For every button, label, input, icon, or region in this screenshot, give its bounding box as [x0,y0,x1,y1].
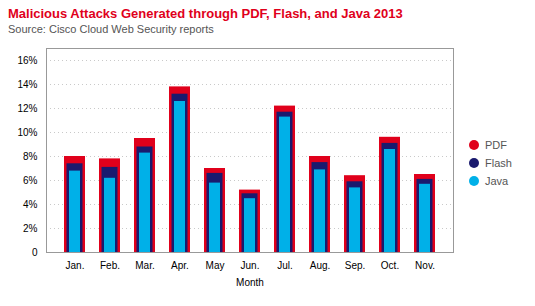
svg-text:Sep.: Sep. [345,260,366,271]
svg-text:14%: 14% [17,79,37,90]
svg-text:Feb.: Feb. [100,260,120,271]
svg-text:Nov.: Nov. [415,260,435,271]
svg-text:6%: 6% [23,175,38,186]
html-text:PDF: PDF [485,139,507,151]
svg-text:16%: 16% [17,55,37,66]
html-text:Malicious Attacks Generated th: Malicious Attacks Generated through PDF,… [8,6,403,21]
svg-text:10%: 10% [17,127,37,138]
html-text:Source: Cisco Cloud Web Securi: Source: Cisco Cloud Web Security reports [8,23,214,35]
html-text:Java: Java [485,175,509,187]
svg-text:8%: 8% [23,151,38,162]
svg-text:Jun.: Jun. [241,260,260,271]
svg-text:Apr.: Apr. [171,260,189,271]
svg-text:Oct.: Oct. [381,260,399,271]
svg-text:Aug.: Aug. [310,260,331,271]
svg-text:2%: 2% [23,223,38,234]
svg-text:Month: Month [236,277,264,288]
html-text:Flash: Flash [485,157,512,169]
svg-text:0: 0 [32,247,38,258]
svg-text:Jul.: Jul. [277,260,293,271]
svg-text:Jan.: Jan. [66,260,85,271]
svg-text:May: May [206,260,225,271]
svg-text:Mar.: Mar. [135,260,154,271]
svg-text:4%: 4% [23,199,38,210]
svg-text:12%: 12% [17,103,37,114]
